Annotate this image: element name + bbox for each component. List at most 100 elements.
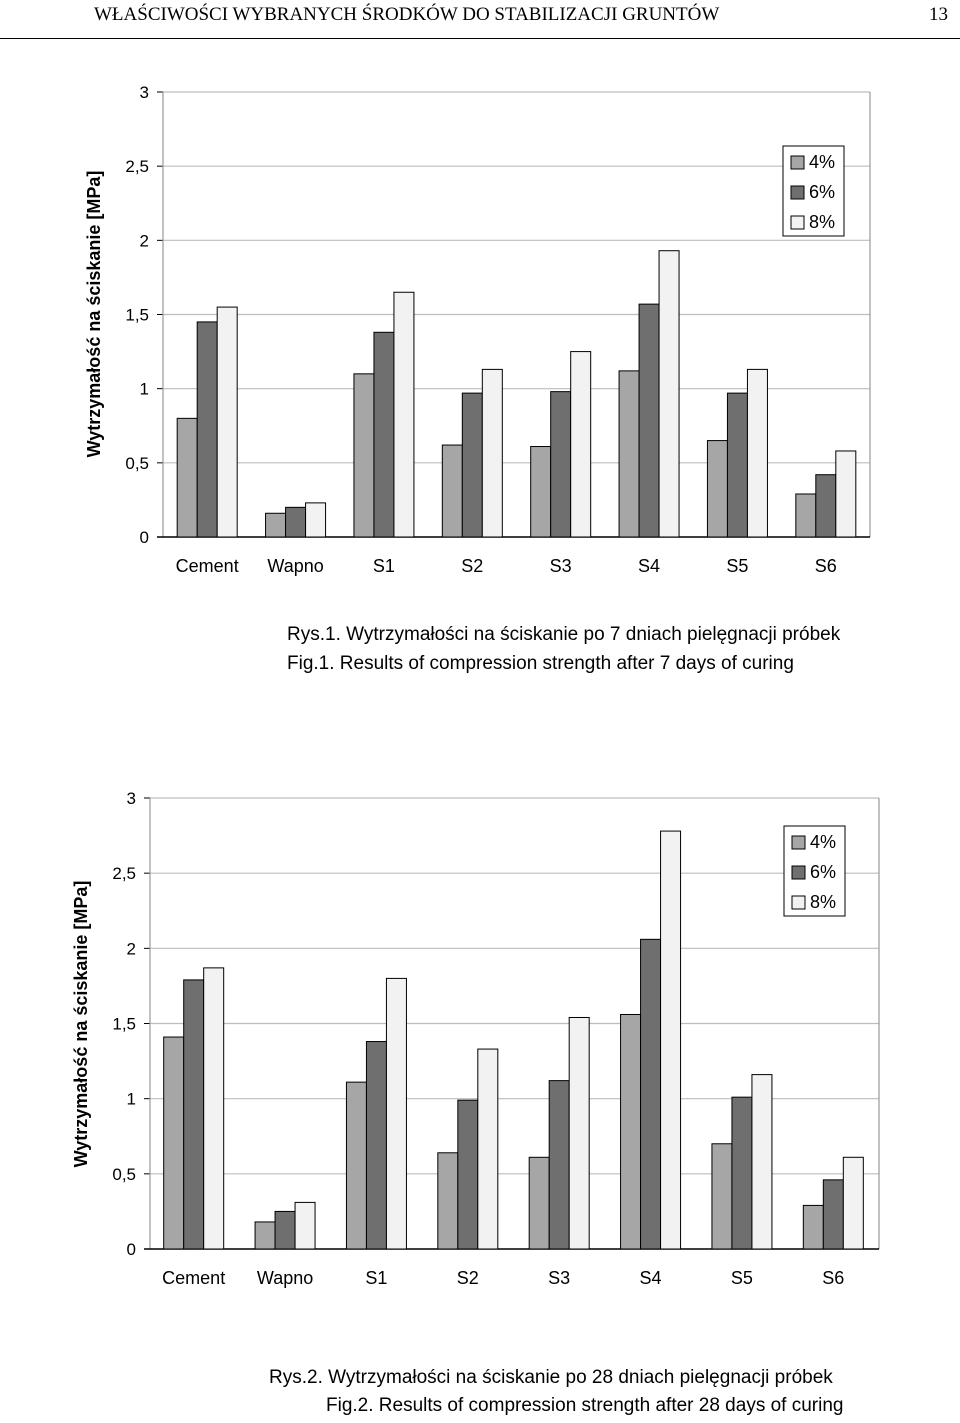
bar-s5-8pct (751, 1074, 773, 1250)
bar-s4-8pct (658, 250, 680, 538)
bar-cement-8pct (203, 967, 225, 1250)
bar-s4-4pct (620, 1013, 642, 1250)
bar-wapno-6pct (285, 506, 307, 538)
bar-s2-8pct (481, 368, 503, 538)
bar-s3-6pct (550, 391, 572, 538)
x-tick-label: S5 (726, 556, 748, 576)
bar-s5-4pct (706, 440, 728, 538)
bar-s6-8pct (842, 1156, 864, 1250)
bar-s3-6pct (548, 1080, 570, 1250)
y-tick-label: 0 (127, 1240, 136, 1259)
x-tick-label: Cement (176, 556, 239, 576)
bar-s3-4pct (528, 1156, 550, 1250)
bar-s3-8pct (570, 351, 592, 538)
y-tick-label: 1,5 (112, 1015, 136, 1034)
y-tick-label: 0,5 (125, 454, 149, 473)
bar-cement-4pct (163, 1036, 185, 1250)
bar-s4-6pct (638, 303, 660, 538)
bar-s5-8pct (746, 368, 768, 538)
bar-cement-6pct (183, 979, 205, 1250)
legend-label: 8% (809, 212, 835, 232)
bar-s1-6pct (365, 1041, 387, 1250)
bar-s4-6pct (640, 938, 662, 1250)
y-tick-label: 2,5 (125, 157, 149, 176)
bar-s1-6pct (373, 331, 395, 538)
y-tick-label: 1 (127, 1090, 136, 1109)
x-tick-label: Wapno (257, 1268, 313, 1288)
bar-s2-4pct (437, 1152, 459, 1250)
legend: 4% 6% 8% (783, 825, 846, 917)
bar-s2-4pct (441, 444, 463, 538)
legend-swatch-8pct (790, 215, 805, 230)
bar-s6-4pct (795, 493, 817, 538)
bar-cement-6pct (196, 321, 218, 538)
bar-s1-8pct (385, 977, 407, 1250)
bar-s5-6pct (731, 1096, 753, 1250)
bar-s6-4pct (802, 1204, 824, 1250)
y-tick-label: 2 (140, 231, 149, 250)
legend-swatch-6pct (791, 865, 806, 880)
chart-28-days: 0 0,5 1 1,5 2 2,5 3 Cement Wapno S1 S2 S3 S4 S5 S6 Wytr… (71, 789, 880, 1288)
legend-label: 8% (810, 892, 836, 912)
bar-s1-8pct (393, 291, 415, 538)
running-header-title: WŁAŚCIWOŚCI WYBRANYCH ŚRODKÓW DO STABILI… (94, 4, 720, 25)
legend-swatch-4pct (790, 155, 805, 170)
bar-cement-8pct (216, 306, 238, 538)
y-tick-label: 3 (140, 83, 149, 102)
bar-s2-6pct (461, 392, 483, 538)
bar-s1-4pct (353, 373, 375, 538)
bar-s5-4pct (711, 1143, 733, 1250)
bar-s6-6pct (815, 474, 837, 538)
x-tick-label: S4 (640, 1268, 662, 1288)
bar-s3-4pct (530, 446, 552, 538)
legend-swatch-8pct (791, 895, 806, 910)
x-tick-label: Wapno (267, 556, 323, 576)
caption-2-pl: Rys.2. Wytrzymałości na ściskanie po 28 … (269, 1367, 833, 1388)
x-tick-label: S1 (365, 1268, 387, 1288)
bar-wapno-8pct (294, 1201, 316, 1250)
page-number: 13 (929, 4, 948, 25)
bar-s4-4pct (618, 370, 640, 538)
x-tick-label: S2 (457, 1268, 479, 1288)
bar-cement-4pct (176, 417, 198, 538)
bar-s1-4pct (345, 1081, 367, 1250)
bar-s4-8pct (660, 830, 682, 1250)
y-tick-label: 2,5 (112, 864, 136, 883)
caption-2-en: Fig.2. Results of compression strength a… (326, 1395, 844, 1416)
x-tick-label: S4 (638, 556, 660, 576)
y-tick-label: 3 (127, 789, 136, 808)
legend-label: 4% (810, 832, 836, 852)
bar-s2-8pct (477, 1048, 499, 1250)
legend-label: 4% (809, 152, 835, 172)
y-tick-label: 1,5 (125, 306, 149, 325)
bar-s6-6pct (822, 1179, 844, 1250)
caption-1-en: Fig.1. Results of compression strength a… (287, 653, 794, 674)
x-tick-label: S3 (550, 556, 572, 576)
bar-s6-8pct (835, 450, 857, 538)
bar-wapno-4pct (265, 512, 287, 538)
y-tick-label: 0 (140, 528, 149, 547)
page-header: WŁAŚCIWOŚCI WYBRANYCH ŚRODKÓW DO STABILI… (0, 0, 960, 39)
legend-swatch-4pct (791, 835, 806, 850)
chart-7-days: 0 0,5 1 1,5 2 2,5 3 Cement Wapno S1 S2 S3 S4 S5 S6 Wytr… (84, 83, 871, 576)
bar-s5-6pct (726, 392, 748, 538)
y-tick-label: 0,5 (112, 1165, 136, 1184)
x-tick-label: S6 (822, 1268, 844, 1288)
y-axis-label: Wytrzymałość na ściskanie [MPa] (84, 171, 104, 458)
legend-label: 6% (809, 182, 835, 202)
bar-wapno-8pct (305, 502, 327, 538)
y-tick-label: 1 (140, 380, 149, 399)
bar-wapno-4pct (254, 1221, 276, 1250)
x-tick-label: S6 (815, 556, 837, 576)
legend: 4% 6% 8% (782, 145, 845, 237)
bar-wapno-6pct (274, 1210, 296, 1250)
bar-s3-8pct (568, 1016, 590, 1250)
y-axis-label: Wytrzymałość na ściskanie [MPa] (71, 881, 91, 1168)
x-tick-label: S1 (373, 556, 395, 576)
legend-swatch-6pct (790, 185, 805, 200)
legend-label: 6% (810, 862, 836, 882)
y-tick-label: 2 (127, 939, 136, 958)
x-tick-label: Cement (162, 1268, 225, 1288)
x-tick-label: S5 (731, 1268, 753, 1288)
bar-s2-6pct (457, 1099, 479, 1250)
